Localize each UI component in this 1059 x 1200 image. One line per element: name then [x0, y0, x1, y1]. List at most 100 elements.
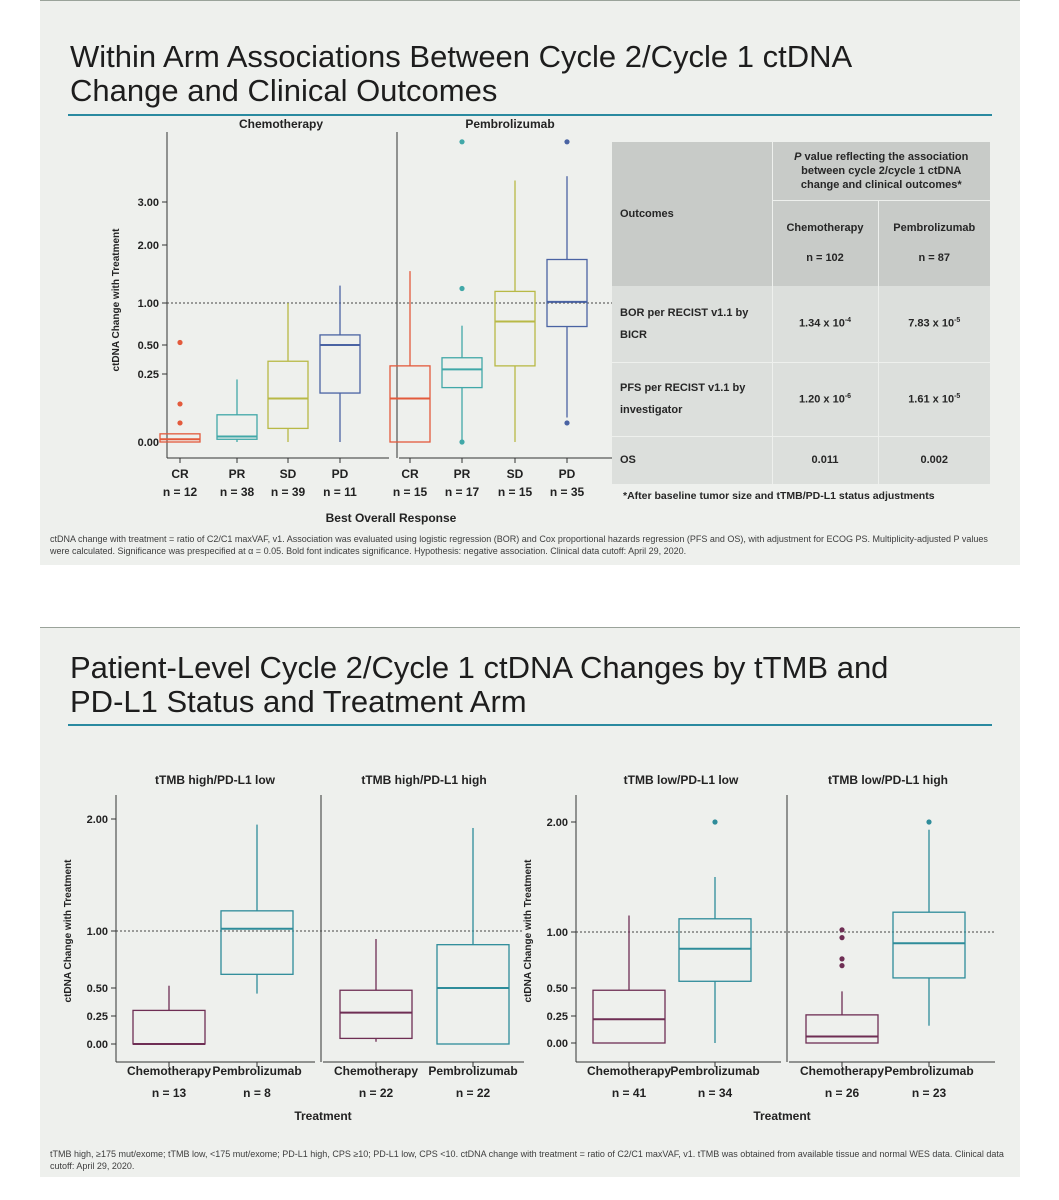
table-row-outcome: OS — [612, 436, 773, 484]
table-row: OS 0.011 0.002 — [612, 436, 990, 484]
outlier-point — [564, 139, 570, 145]
y-tick-label: 2.00 — [87, 814, 108, 826]
value-base: 0.002 — [920, 454, 949, 467]
y-tick-label: 0.25 — [547, 1011, 568, 1023]
outlier-point — [459, 439, 465, 445]
n-label: n = 17 — [445, 485, 480, 499]
y-tick-label: 0.25 — [87, 1011, 108, 1023]
outlier-point — [839, 935, 845, 941]
x-tick-label: Chemotherapy — [587, 1064, 671, 1078]
box — [494, 290, 536, 367]
n-label: n = 34 — [698, 1086, 733, 1100]
panel-title: tTMB low/PD-L1 high — [828, 773, 948, 787]
box — [592, 989, 666, 1044]
table-row-pembro-value: 7.83 x 10-5 — [878, 286, 990, 363]
x-tick-label: Pembrolizumab — [428, 1064, 517, 1078]
slide-top-border — [40, 0, 1020, 1]
table-chemo-header: Chemotherapy n = 102 — [772, 200, 879, 286]
box — [319, 334, 361, 394]
outlier-point — [177, 339, 183, 346]
outlier-point — [839, 956, 845, 962]
n-label: n = 39 — [271, 485, 306, 499]
n-label: n = 13 — [152, 1086, 187, 1100]
n-label: n = 41 — [612, 1086, 647, 1100]
n-label: n = 22 — [359, 1086, 394, 1100]
table-row: PFS per RECIST v1.1 by investigator 1.20… — [612, 362, 990, 437]
outlier-point — [459, 285, 465, 292]
x-tick-label: PD — [332, 467, 349, 481]
slide-top-border — [40, 627, 1020, 628]
x-tick-label: CR — [171, 467, 189, 481]
outlier-point — [177, 420, 183, 426]
x-tick-label: Pembrolizumab — [212, 1064, 301, 1078]
box — [132, 1009, 206, 1045]
outlier-point — [712, 819, 718, 825]
panel-title: tTMB high/PD-L1 high — [361, 773, 486, 787]
slide-1-footnote: ctDNA change with treatment = ratio of C… — [50, 534, 988, 556]
y-tick-label: 3.00 — [138, 197, 159, 209]
y-axis-label: ctDNA Change with Treatment — [63, 859, 74, 1003]
value-exponent: -5 — [954, 392, 961, 400]
pvalue-header-text: value reflecting the association between… — [800, 150, 969, 191]
chemo-n-label: n = 102 — [806, 252, 844, 265]
outlier-point — [177, 401, 183, 407]
y-tick-label: 0.50 — [138, 340, 159, 352]
outlier-point — [459, 139, 465, 145]
y-axis-label: ctDNA Change with Treatment — [111, 228, 122, 372]
x-tick-label: PR — [229, 467, 246, 481]
y-tick-label: 0.00 — [138, 437, 159, 449]
title-underline — [68, 114, 992, 116]
value-base: 0.011 — [811, 454, 839, 467]
table-row-outcome: BOR per RECIST v1.1 by BICR — [612, 286, 773, 363]
box — [220, 910, 294, 975]
y-tick-label: 1.00 — [138, 298, 159, 310]
n-label: n = 38 — [220, 485, 255, 499]
table-row-pembro-value: 1.61 x 10-5 — [878, 362, 990, 437]
box — [339, 989, 413, 1040]
pembro-column-label: Pembrolizumab — [893, 222, 976, 235]
value-exponent: -4 — [844, 317, 852, 325]
slide-1: Within Arm Associations Between Cycle 2/… — [40, 0, 1020, 565]
x-tick-label: SD — [507, 467, 524, 481]
x-tick-label: SD — [280, 467, 297, 481]
chemo-column-label: Chemotherapy — [786, 222, 864, 235]
slide-2: Patient-Level Cycle 2/Cycle 1 ctDNA Chan… — [40, 627, 1020, 1177]
value-base: 1.34 x 10 — [798, 318, 845, 331]
pvalue-header-p: P — [794, 150, 802, 163]
box — [159, 433, 201, 443]
pvalue-table: Outcomes P value reflecting the associat… — [612, 142, 990, 484]
x-axis-label: Best Overall Response — [326, 511, 457, 525]
slide-1-title-line-2: Change and Clinical Outcomes — [70, 73, 498, 108]
box — [805, 1014, 879, 1044]
box — [436, 944, 510, 1045]
slide-2-title: Patient-Level Cycle 2/Cycle 1 ctDNA Chan… — [70, 651, 888, 719]
box — [216, 414, 258, 440]
outlier-point — [839, 963, 845, 969]
slide-2-title-line-1: Patient-Level Cycle 2/Cycle 1 ctDNA Chan… — [70, 650, 889, 685]
y-tick-label: 0.50 — [547, 983, 568, 995]
y-axis-label: ctDNA Change with Treatment — [523, 859, 534, 1003]
x-tick-label: Chemotherapy — [800, 1064, 884, 1078]
n-label: n = 8 — [243, 1086, 271, 1100]
n-label: n = 11 — [323, 485, 357, 499]
outlier-point — [926, 819, 932, 825]
y-tick-label: 1.00 — [87, 926, 108, 938]
n-label: n = 15 — [498, 485, 533, 499]
slide-1-title: Within Arm Associations Between Cycle 2/… — [70, 40, 852, 108]
y-tick-label: 2.00 — [547, 817, 568, 829]
box — [389, 365, 431, 443]
box — [678, 918, 752, 982]
table-row-outcome: PFS per RECIST v1.1 by investigator — [612, 362, 773, 437]
slide-2-footnote: tTMB high, ≥175 mut/exome; tTMB low, <17… — [50, 1149, 1004, 1171]
x-axis-label: Treatment — [753, 1109, 810, 1123]
outcomes-label: Outcomes — [620, 208, 674, 220]
x-axis-label: Treatment — [294, 1109, 351, 1123]
outlier-point — [564, 420, 570, 426]
box — [267, 360, 309, 430]
box — [546, 258, 588, 328]
panel-title: Pembrolizumab — [465, 117, 554, 131]
tmb-pdl1-box-plot: 0.00 0.25 0.50 1.00 2.00 ctDNA Change with Tr… — [63, 773, 995, 1123]
table-row: BOR per RECIST v1.1 by BICR 1.34 x 10-4 … — [612, 286, 990, 363]
table-pvalue-header: P value reflecting the association betwe… — [772, 142, 990, 201]
n-label: n = 35 — [550, 485, 585, 499]
